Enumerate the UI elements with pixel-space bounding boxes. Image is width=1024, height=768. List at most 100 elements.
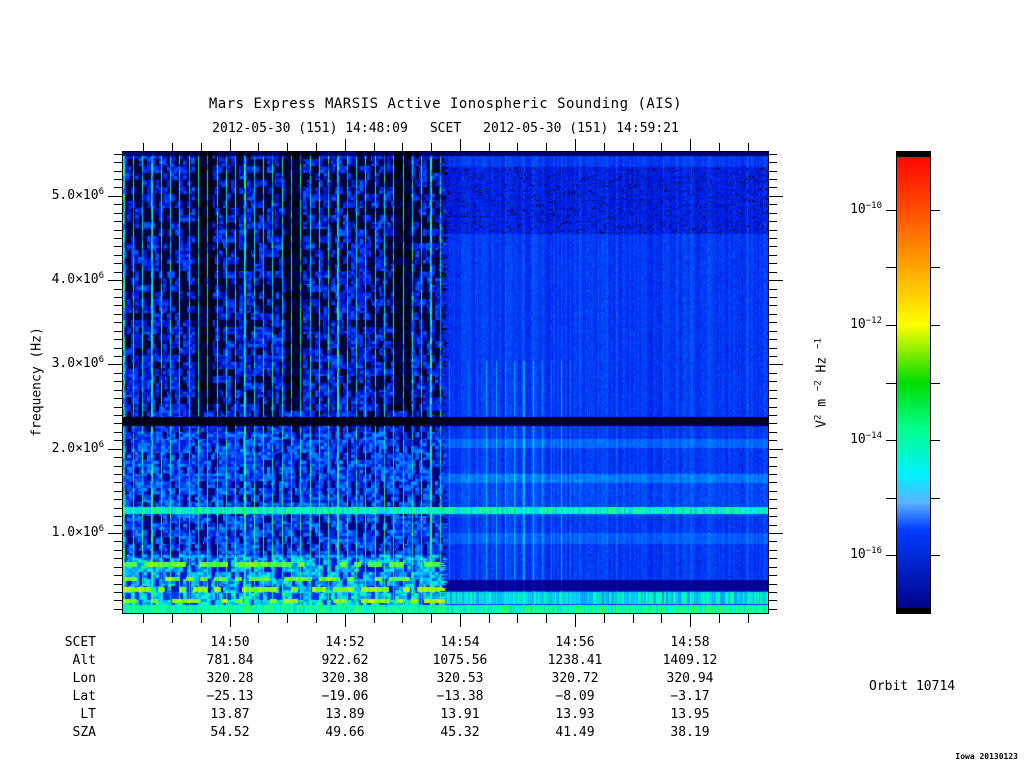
table-cell: 54.52: [210, 725, 250, 740]
x-axis-major-tick: [460, 614, 461, 627]
x-axis-minor-tick: [431, 614, 432, 623]
y-axis-minor-tick: [769, 609, 777, 610]
y-axis-minor-tick: [769, 289, 777, 290]
subtitle: 2012-05-30 (151) 14:48:09 SCET 2012-05-30 …: [93, 121, 798, 136]
x-axis-minor-tick: [633, 614, 634, 623]
x-axis-minor-tick: [719, 614, 720, 623]
table-cell: −8.09: [555, 689, 595, 704]
y-axis-minor-tick: [769, 423, 777, 424]
x-axis-minor-tick: [287, 143, 288, 151]
x-axis-minor-tick: [604, 614, 605, 623]
x-axis-minor-tick: [287, 614, 288, 623]
x-axis-minor-tick: [316, 143, 317, 151]
x-axis-minor-tick: [172, 143, 173, 151]
x-axis-major-tick: [575, 614, 576, 627]
colorbar-tick-label: 10−14: [850, 431, 882, 447]
y-axis-minor-tick: [114, 171, 122, 172]
colorbar-minor-tick: [886, 383, 896, 384]
x-axis-minor-tick: [546, 614, 547, 623]
y-axis-minor-tick: [114, 550, 122, 551]
y-axis-minor-tick: [769, 440, 777, 441]
y-axis-minor-tick: [114, 584, 122, 585]
y-axis-minor-tick: [114, 466, 122, 467]
table-cell: 41.49: [555, 725, 595, 740]
table-cell: 13.93: [555, 707, 595, 722]
y-axis-minor-tick: [769, 457, 777, 458]
y-axis-major-tick: [108, 196, 122, 197]
y-axis-minor-tick: [769, 508, 777, 509]
colorbar-unit-label: V2 m −2 Hz −1: [813, 338, 830, 428]
subtitle-scet-label: SCET: [429, 121, 462, 136]
x-axis-minor-tick: [143, 143, 144, 151]
colorbar-minor-tick: [886, 267, 896, 268]
colorbar-tick-label: 10−10: [850, 201, 882, 217]
y-tick-label: 2.0×106: [51, 440, 104, 456]
credit-label: Iowa 20130123: [955, 752, 1018, 761]
y-axis-minor-tick: [114, 432, 122, 433]
table-cell: 320.72: [551, 671, 599, 686]
table-row-label: SZA: [72, 725, 96, 740]
x-axis-minor-tick: [661, 614, 662, 623]
x-axis-minor-tick: [517, 143, 518, 151]
y-axis-minor-tick: [114, 297, 122, 298]
y-axis-minor-tick: [769, 305, 777, 306]
y-axis-minor-tick: [114, 491, 122, 492]
y-axis-minor-tick: [769, 398, 777, 399]
table-cell: 14:58: [670, 635, 710, 650]
y-axis-major-tick: [769, 533, 783, 534]
y-axis-minor-tick: [114, 390, 122, 391]
table-cell: 13.91: [440, 707, 480, 722]
x-axis-major-tick: [690, 614, 691, 627]
y-axis-minor-tick: [114, 474, 122, 475]
colorbar-bottom-cap: [897, 608, 930, 613]
subtitle-scet-start: 2012-05-30 (151) 14:48:09: [212, 121, 408, 136]
y-axis-minor-tick: [114, 331, 122, 332]
colorbar-major-tick: [886, 555, 896, 556]
colorbar-major-tick: [930, 210, 940, 211]
x-axis-minor-tick: [633, 143, 634, 151]
y-axis-minor-tick: [114, 600, 122, 601]
x-axis-minor-tick: [546, 143, 547, 151]
x-axis-minor-tick: [374, 143, 375, 151]
x-axis-major-tick: [460, 139, 461, 151]
y-axis-minor-tick: [114, 263, 122, 264]
colorbar-major-tick: [930, 325, 940, 326]
x-axis-minor-tick: [143, 614, 144, 623]
colorbar-tick-label: 10−16: [850, 546, 882, 562]
y-axis-minor-tick: [769, 558, 777, 559]
table-row-label: Lon: [72, 671, 96, 686]
y-axis-minor-tick: [769, 348, 777, 349]
y-axis-minor-tick: [114, 407, 122, 408]
table-cell: 14:56: [555, 635, 595, 650]
y-axis-minor-tick: [114, 322, 122, 323]
y-axis-minor-tick: [769, 162, 777, 163]
y-axis-minor-tick: [114, 204, 122, 205]
y-axis-major-tick: [108, 449, 122, 450]
colorbar-major-tick: [886, 210, 896, 211]
y-axis-minor-tick: [769, 246, 777, 247]
y-axis-minor-tick: [769, 255, 777, 256]
y-tick-label: 3.0×106: [51, 355, 104, 371]
y-axis-minor-tick: [114, 356, 122, 357]
y-axis-major-tick: [108, 533, 122, 534]
y-axis-minor-tick: [769, 575, 777, 576]
colorbar-major-tick: [930, 440, 940, 441]
colorbar-major-tick: [886, 325, 896, 326]
y-axis-minor-tick: [114, 246, 122, 247]
y-axis-major-tick: [769, 449, 783, 450]
table-cell: 320.38: [321, 671, 369, 686]
y-axis-minor-tick: [114, 609, 122, 610]
page-title: Mars Express MARSIS Active Ionospheric S…: [208, 96, 683, 112]
y-axis-minor-tick: [769, 272, 777, 273]
x-axis-major-tick: [575, 139, 576, 151]
colorbar: [896, 151, 931, 614]
y-axis-minor-tick: [769, 263, 777, 264]
x-axis-minor-tick: [489, 143, 490, 151]
x-axis-minor-tick: [604, 143, 605, 151]
x-axis-minor-tick: [374, 614, 375, 623]
y-axis-minor-tick: [114, 525, 122, 526]
x-axis-minor-tick: [489, 614, 490, 623]
colorbar-gradient: [897, 152, 930, 613]
table-cell: −25.13: [206, 689, 254, 704]
